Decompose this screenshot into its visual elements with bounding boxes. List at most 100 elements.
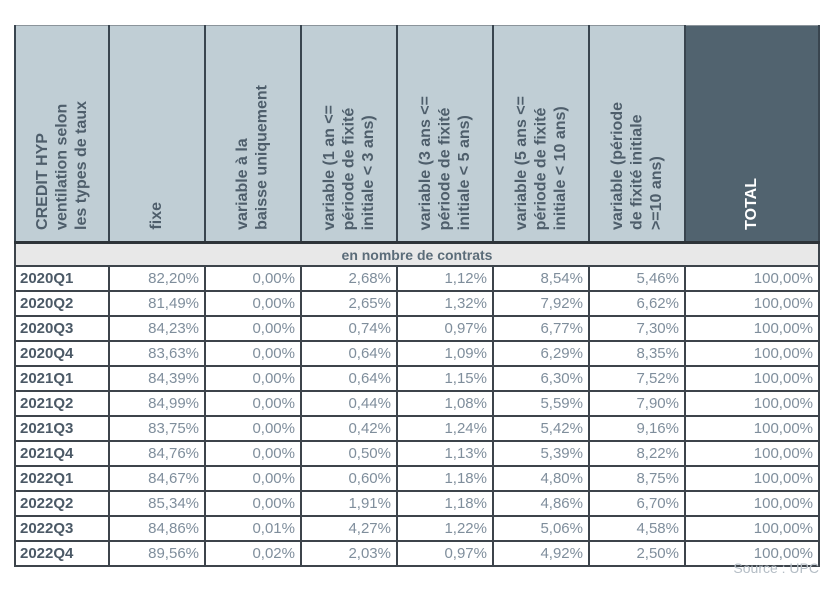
- total-value-cell: 100,00%: [684, 540, 820, 567]
- value-cell: 5,59%: [492, 390, 590, 417]
- quarter-label: 2022Q3: [14, 515, 110, 542]
- value-cell: 84,99%: [108, 390, 206, 417]
- value-cell: 8,35%: [588, 340, 686, 367]
- source-note: Source : UPC: [733, 560, 819, 576]
- total-value-cell: 100,00%: [684, 265, 820, 292]
- quarter-label: 2021Q3: [14, 415, 110, 442]
- value-cell: 4,92%: [492, 540, 590, 567]
- value-cell: 2,50%: [588, 540, 686, 567]
- value-cell: 2,03%: [300, 540, 398, 567]
- quarter-label: 2020Q2: [14, 290, 110, 317]
- value-cell: 0,64%: [300, 340, 398, 367]
- value-cell: 7,92%: [492, 290, 590, 317]
- value-cell: 1,32%: [396, 290, 494, 317]
- quarter-label: 2022Q4: [14, 540, 110, 567]
- value-cell: 4,58%: [588, 515, 686, 542]
- value-cell: 1,08%: [396, 390, 494, 417]
- value-cell: 84,39%: [108, 365, 206, 392]
- value-cell: 83,63%: [108, 340, 206, 367]
- value-cell: 83,75%: [108, 415, 206, 442]
- value-cell: 0,00%: [204, 265, 302, 292]
- col-header-variable-3-5: variable (3 ans <= période de fixité ini…: [396, 25, 494, 244]
- value-cell: 8,54%: [492, 265, 590, 292]
- value-cell: 8,75%: [588, 465, 686, 492]
- value-cell: 1,12%: [396, 265, 494, 292]
- value-cell: 0,00%: [204, 465, 302, 492]
- value-cell: 0,00%: [204, 315, 302, 342]
- value-cell: 5,42%: [492, 415, 590, 442]
- value-cell: 4,86%: [492, 490, 590, 517]
- quarter-label: 2022Q2: [14, 490, 110, 517]
- value-cell: 0,00%: [204, 440, 302, 467]
- value-cell: 6,29%: [492, 340, 590, 367]
- col-header-variable-5-10: variable (5 ans <= période de fixité ini…: [492, 25, 590, 244]
- quarter-label: 2021Q4: [14, 440, 110, 467]
- table-row: 2021Q2 84,99% 0,00% 0,44% 1,08% 5,59% 7,90% 100…: [14, 390, 820, 417]
- col-header-variable-baisse: variable à la baisse uniquement: [204, 25, 302, 244]
- table-row: 2021Q1 84,39% 0,00% 0,64% 1,15% 6,30% 7,52% 100…: [14, 365, 820, 392]
- value-cell: 0,00%: [204, 290, 302, 317]
- col-header-fixe: fixe: [108, 25, 206, 244]
- value-cell: 84,86%: [108, 515, 206, 542]
- value-cell: 1,91%: [300, 490, 398, 517]
- col-header-fixe-label: fixe: [148, 202, 166, 230]
- value-cell: 0,02%: [204, 540, 302, 567]
- value-cell: 0,60%: [300, 465, 398, 492]
- value-cell: 6,70%: [588, 490, 686, 517]
- value-cell: 9,16%: [588, 415, 686, 442]
- total-value-cell: 100,00%: [684, 340, 820, 367]
- value-cell: 0,00%: [204, 490, 302, 517]
- value-cell: 1,22%: [396, 515, 494, 542]
- value-cell: 1,15%: [396, 365, 494, 392]
- value-cell: 1,13%: [396, 440, 494, 467]
- table-row: 2021Q4 84,76% 0,00% 0,50% 1,13% 5,39% 8,22% 100…: [14, 440, 820, 467]
- col-header-variable-10plus: variable (période de fixité initiale >=1…: [588, 25, 686, 244]
- total-value-cell: 100,00%: [684, 365, 820, 392]
- value-cell: 4,80%: [492, 465, 590, 492]
- table-row: 2022Q2 85,34% 0,00% 1,91% 1,18% 4,86% 6,70% 100…: [14, 490, 820, 517]
- total-value-cell: 100,00%: [684, 390, 820, 417]
- value-cell: 0,01%: [204, 515, 302, 542]
- quarter-label: 2022Q1: [14, 465, 110, 492]
- col-header-variable-3-5-label: variable (3 ans <= période de fixité ini…: [416, 95, 473, 230]
- value-cell: 85,34%: [108, 490, 206, 517]
- value-cell: 1,24%: [396, 415, 494, 442]
- table-row: 2020Q3 84,23% 0,00% 0,74% 0,97% 6,77% 7,30% 100…: [14, 315, 820, 342]
- value-cell: 6,30%: [492, 365, 590, 392]
- value-cell: 89,56%: [108, 540, 206, 567]
- table-row: 2022Q3 84,86% 0,01% 4,27% 1,22% 5,06% 4,58% 100…: [14, 515, 820, 542]
- total-value-cell: 100,00%: [684, 465, 820, 492]
- total-value-cell: 100,00%: [684, 515, 820, 542]
- value-cell: 82,20%: [108, 265, 206, 292]
- col-header-total: TOTAL: [684, 25, 820, 244]
- value-cell: 0,00%: [204, 340, 302, 367]
- value-cell: 1,18%: [396, 465, 494, 492]
- quarter-label: 2021Q2: [14, 390, 110, 417]
- corner-header-cell: CREDIT HYP ventilation selon les types d…: [14, 25, 110, 244]
- quarter-label: 2020Q1: [14, 265, 110, 292]
- value-cell: 0,42%: [300, 415, 398, 442]
- table-row: 2020Q4 83,63% 0,00% 0,64% 1,09% 6,29% 8,35% 100…: [14, 340, 820, 367]
- value-cell: 84,67%: [108, 465, 206, 492]
- col-header-variable-10plus-label: variable (période de fixité initiale >=1…: [608, 101, 665, 230]
- value-cell: 81,49%: [108, 290, 206, 317]
- value-cell: 5,39%: [492, 440, 590, 467]
- value-cell: 7,90%: [588, 390, 686, 417]
- value-cell: 8,22%: [588, 440, 686, 467]
- quarter-label: 2020Q3: [14, 315, 110, 342]
- value-cell: 84,76%: [108, 440, 206, 467]
- value-cell: 0,64%: [300, 365, 398, 392]
- value-cell: 0,50%: [300, 440, 398, 467]
- value-cell: 2,68%: [300, 265, 398, 292]
- credit-hyp-rate-table: CREDIT HYP ventilation selon les types d…: [14, 25, 820, 567]
- value-cell: 0,00%: [204, 390, 302, 417]
- table-row: 2021Q3 83,75% 0,00% 0,42% 1,24% 5,42% 9,16% 100…: [14, 415, 820, 442]
- col-header-variable-baisse-label: variable à la baisse uniquement: [234, 85, 271, 230]
- value-cell: 2,65%: [300, 290, 398, 317]
- value-cell: 6,62%: [588, 290, 686, 317]
- col-header-total-label: TOTAL: [743, 178, 761, 230]
- table-header: CREDIT HYP ventilation selon les types d…: [14, 25, 820, 244]
- value-cell: 5,06%: [492, 515, 590, 542]
- value-cell: 5,46%: [588, 265, 686, 292]
- table-row: 2020Q1 82,20% 0,00% 2,68% 1,12% 8,54% 5,46% 100…: [14, 265, 820, 292]
